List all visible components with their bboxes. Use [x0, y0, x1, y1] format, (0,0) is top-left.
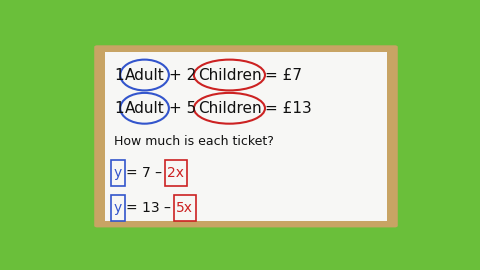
Text: y: y	[114, 201, 122, 215]
FancyBboxPatch shape	[106, 52, 386, 221]
Text: 1: 1	[114, 101, 123, 116]
Text: y: y	[114, 166, 122, 180]
Text: Children: Children	[198, 68, 261, 83]
Text: Adult: Adult	[125, 101, 165, 116]
Text: + 2: + 2	[169, 68, 196, 83]
Text: = 13 –: = 13 –	[126, 201, 175, 215]
Text: How much is each ticket?: How much is each ticket?	[114, 135, 274, 148]
Text: Adult: Adult	[125, 68, 165, 83]
Text: = £13: = £13	[265, 101, 312, 116]
Text: = 7 –: = 7 –	[126, 166, 166, 180]
Text: + 5: + 5	[169, 101, 196, 116]
Text: 2x: 2x	[168, 166, 184, 180]
Text: 1: 1	[114, 68, 123, 83]
FancyBboxPatch shape	[94, 45, 398, 227]
Text: = £7: = £7	[265, 68, 302, 83]
Text: 5x: 5x	[176, 201, 193, 215]
Text: Children: Children	[198, 101, 261, 116]
